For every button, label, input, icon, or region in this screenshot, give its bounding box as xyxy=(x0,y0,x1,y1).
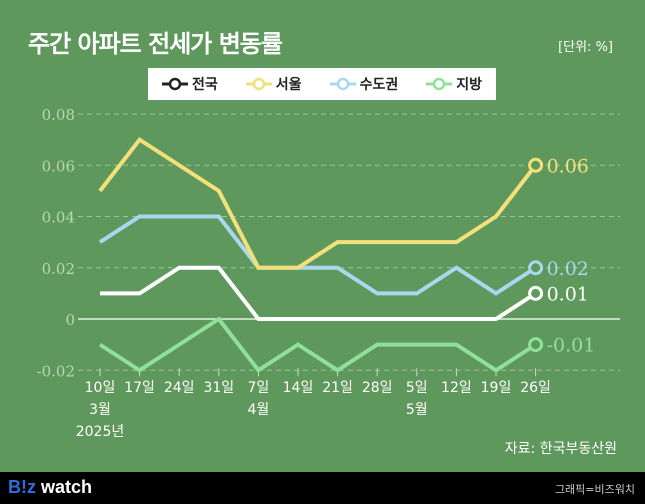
series-line-2 xyxy=(98,214,537,296)
line-chart: 0.08 0.06 0.04 0.02 0 -0.02 10일 17일 24일 31일 7일 14일 2… xyxy=(37,106,620,440)
x-tick-label: 26일 xyxy=(520,380,551,396)
year-label: 2025년 xyxy=(76,424,125,440)
legend-item-national: 전국 xyxy=(162,74,218,94)
x-tick-label: 19일 xyxy=(481,380,512,396)
y-tick-label: 0.08 xyxy=(42,106,75,124)
legend-label: 전국 xyxy=(192,77,218,93)
x-tick-label: 5일 xyxy=(406,380,428,396)
y-tick-label: 0.02 xyxy=(42,260,75,278)
legend-item-seoul: 서울 xyxy=(245,74,302,94)
end-value-label: 0.06 xyxy=(547,155,589,177)
month-label: 4월 xyxy=(248,402,270,418)
x-tick-label: 10일 xyxy=(85,380,116,396)
bizwatch-logo: B!z watch xyxy=(8,477,92,498)
footer: B!z watch 그래픽=비즈워치 xyxy=(0,472,645,504)
legend-swatch xyxy=(329,77,356,91)
y-tick-label: 0 xyxy=(65,311,75,329)
month-label: 5월 xyxy=(406,402,428,418)
x-tick-label: 14일 xyxy=(283,380,314,396)
legend-item-regional: 지방 xyxy=(426,74,482,94)
legend-swatch xyxy=(162,77,188,91)
end-marker xyxy=(528,157,544,173)
x-tick-label: 21일 xyxy=(322,380,353,396)
end-value-label: -0.01 xyxy=(547,335,596,357)
end-value-label: 0.02 xyxy=(547,258,589,280)
graphic-credit: 그래픽=비즈워치 xyxy=(554,483,635,496)
x-tick-label: 24일 xyxy=(164,380,195,396)
y-tick-label: -0.02 xyxy=(37,362,75,380)
y-tick-label: 0.06 xyxy=(42,157,75,175)
x-tick-label: 12일 xyxy=(441,380,472,396)
end-marker xyxy=(528,285,544,301)
legend-swatch xyxy=(426,77,453,91)
end-marker xyxy=(528,260,544,276)
x-tick-label: 31일 xyxy=(203,380,234,396)
logo-part: watch xyxy=(36,477,93,497)
unit-label: [단위: %] xyxy=(558,40,613,55)
legend-swatch xyxy=(245,77,272,91)
series-line-0 xyxy=(100,265,537,321)
source-note: 자료: 한국부동산원 xyxy=(504,441,617,457)
x-tick-label: 7일 xyxy=(248,380,270,396)
x-tick-label: 28일 xyxy=(362,380,393,396)
logo-part: !z xyxy=(21,477,36,497)
x-tick-label: 17일 xyxy=(124,380,155,396)
y-tick-label: 0.04 xyxy=(42,209,75,227)
legend-label: 지방 xyxy=(456,77,482,93)
end-value-label: 0.01 xyxy=(547,283,589,305)
series-line-1 xyxy=(98,136,538,270)
legend-item-capital: 수도권 xyxy=(329,74,399,94)
chart-title: 주간 아파트 전세가 변동률 xyxy=(28,30,283,58)
legend-label: 수도권 xyxy=(359,77,399,93)
month-label: 3월 xyxy=(89,402,111,418)
legend: 전국 서울 수도권 지방 xyxy=(148,68,496,100)
series-line-3 xyxy=(98,316,537,373)
legend-label: 서울 xyxy=(275,77,302,93)
end-marker xyxy=(528,337,544,353)
logo-part: B xyxy=(8,477,21,497)
